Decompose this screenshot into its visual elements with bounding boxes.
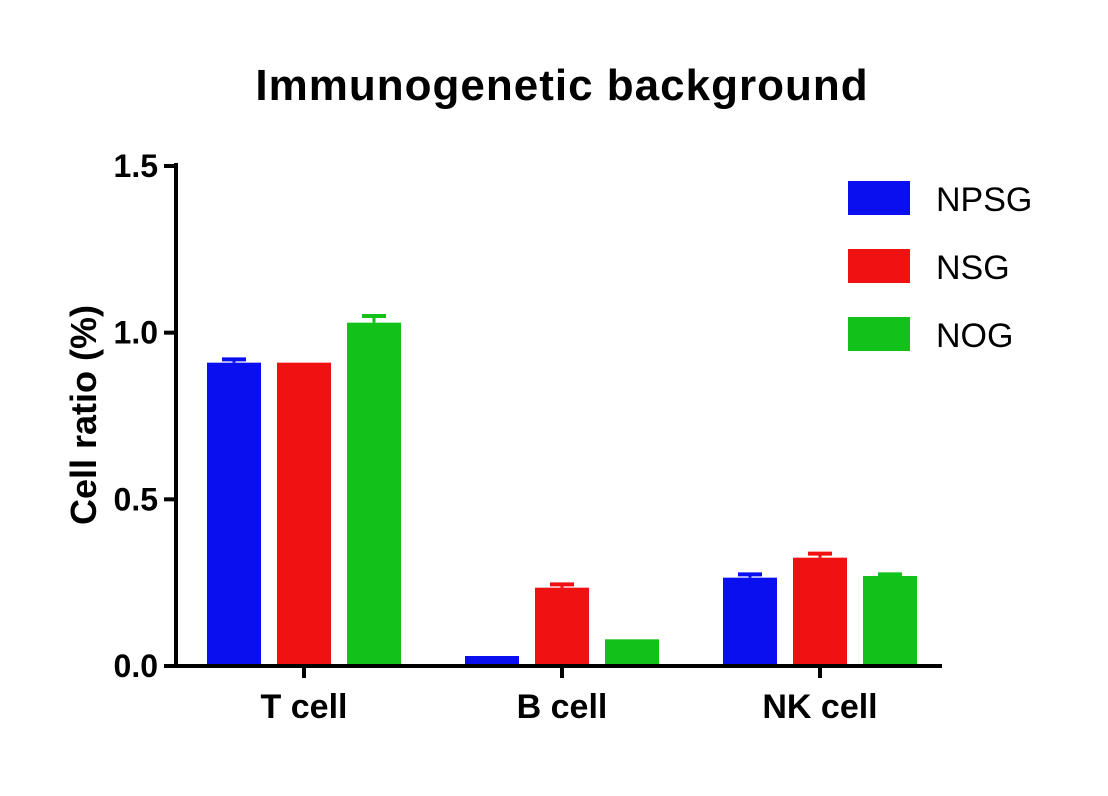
bar [465, 656, 519, 666]
chart-title: Immunogenetic background [255, 61, 868, 110]
bar [605, 639, 659, 666]
x-tick-label: B cell [517, 688, 608, 726]
y-axis-title: Cell ratio (%) [63, 305, 104, 525]
legend-label: NPSG [936, 181, 1032, 219]
y-tick-label: 0.5 [114, 481, 158, 517]
bar [863, 576, 917, 666]
bar [793, 557, 847, 666]
legend-swatch [848, 249, 910, 283]
legend-swatch [848, 181, 910, 215]
bar [723, 577, 777, 666]
bars [207, 314, 917, 666]
bar [535, 587, 589, 666]
y-axis-ticks: 0.0 0.5 1.0 1.5 [114, 148, 176, 684]
y-tick-label: 1.0 [114, 315, 158, 351]
legend-label: NSG [936, 249, 1010, 287]
x-tick-label: T cell [261, 688, 348, 726]
y-tick-label: 0.0 [114, 648, 158, 684]
y-tick-label: 1.5 [114, 148, 158, 184]
x-tick-label: NK cell [762, 688, 877, 726]
bar [277, 362, 331, 666]
x-axis-ticks: T cell B cell NK cell [261, 666, 878, 726]
legend-swatch [848, 317, 910, 351]
legend: NPSG NSG NOG [848, 181, 1032, 355]
legend-label: NOG [936, 317, 1013, 355]
bar [347, 322, 401, 666]
bar [207, 362, 261, 666]
